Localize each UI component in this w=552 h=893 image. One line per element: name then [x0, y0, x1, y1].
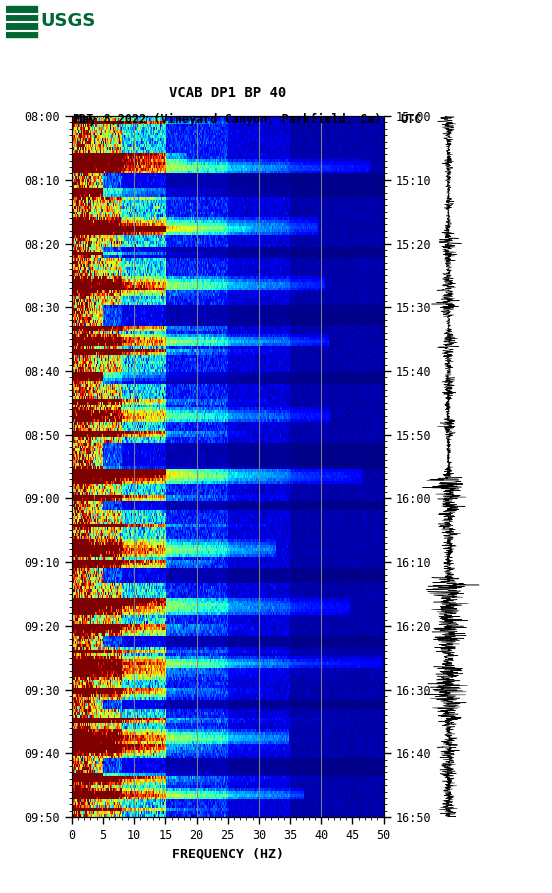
- Text: May 8,2022 (Vineyard Canyon, Parkfield, Ca): May 8,2022 (Vineyard Canyon, Parkfield, …: [75, 113, 381, 126]
- Text: USGS: USGS: [40, 12, 95, 29]
- Bar: [6, 6, 37, 37]
- Text: PDT: PDT: [72, 113, 93, 126]
- Text: UTC: UTC: [401, 113, 422, 126]
- Text: VCAB DP1 BP 40: VCAB DP1 BP 40: [169, 86, 286, 100]
- X-axis label: FREQUENCY (HZ): FREQUENCY (HZ): [172, 847, 284, 861]
